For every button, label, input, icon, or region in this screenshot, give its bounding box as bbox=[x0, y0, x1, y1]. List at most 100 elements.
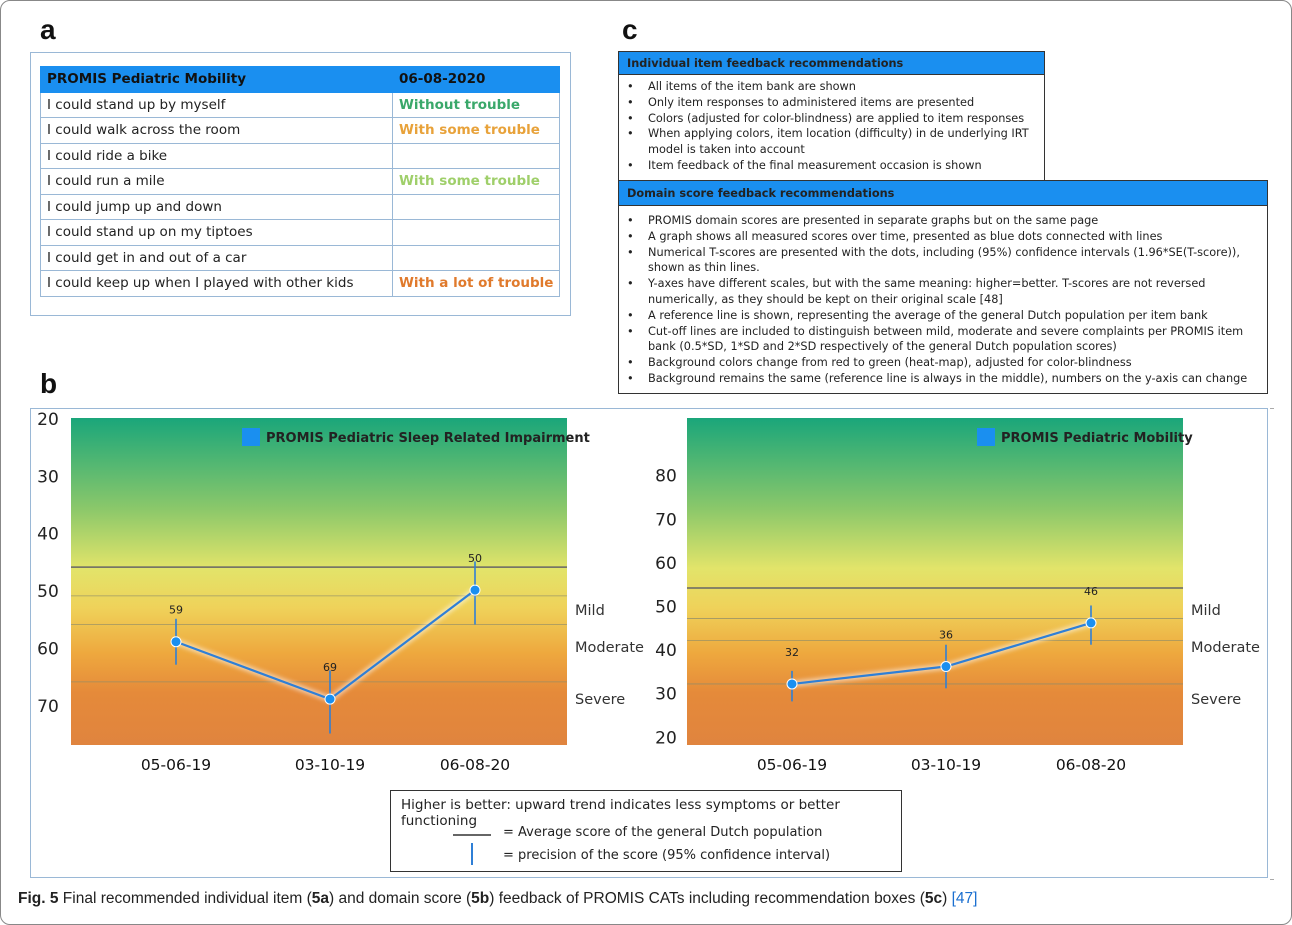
precision-line-label: = precision of the score (95% confidence… bbox=[503, 848, 831, 863]
chart-title: PROMIS Pediatric Sleep Related Impairmen… bbox=[266, 431, 590, 446]
item-text: I could ride a bike bbox=[40, 142, 393, 169]
legend-marker bbox=[242, 428, 260, 446]
list-item: PROMIS domain scores are presented in se… bbox=[627, 213, 1259, 229]
zone-label: Mild bbox=[575, 603, 605, 619]
table-row: I could stand up by myself Without troubl… bbox=[40, 91, 560, 118]
data-point bbox=[469, 584, 481, 596]
domain-recommendations-box: Domain score feedback recommendations PR… bbox=[618, 180, 1268, 394]
zone-label: Mild bbox=[1191, 603, 1221, 619]
y-tick-label: 40 bbox=[37, 525, 59, 545]
table-row: I could jump up and down bbox=[40, 193, 560, 220]
caption-bold: 5c bbox=[924, 890, 943, 907]
data-label: 36 bbox=[939, 629, 953, 642]
heatmap-background bbox=[71, 418, 567, 745]
y-tick-label: 20 bbox=[37, 410, 59, 430]
list-item: Numerical T-scores are presented with th… bbox=[627, 245, 1259, 277]
item-recommendations-title: Individual item feedback recommendations bbox=[619, 52, 1044, 75]
caption-text: ) bbox=[942, 890, 952, 907]
item-response bbox=[392, 244, 560, 271]
domain-score-panel bbox=[30, 408, 1268, 878]
list-item: Y-axes have different scales, but with t… bbox=[627, 276, 1259, 308]
y-tick-label: 70 bbox=[37, 697, 59, 717]
domain-recommendations-list: PROMIS domain scores are presented in se… bbox=[619, 213, 1267, 387]
y-tick-label: 30 bbox=[37, 467, 59, 487]
y-tick-label: 60 bbox=[37, 639, 59, 659]
list-item: When applying colors, item location (dif… bbox=[627, 126, 1036, 158]
table-row: I could keep up when I played with other… bbox=[40, 270, 560, 297]
legend-title: Higher is better: upward trend indicates… bbox=[401, 797, 840, 829]
legend-marker bbox=[977, 428, 995, 446]
figure-caption: Fig. 5 Final recommended individual item… bbox=[18, 890, 977, 908]
list-item: Background remains the same (reference l… bbox=[627, 371, 1259, 387]
table-date: 06-08-2020 bbox=[392, 66, 560, 93]
zone-label: Moderate bbox=[1191, 640, 1260, 656]
table-row: I could get in and out of a car bbox=[40, 244, 560, 271]
x-tick-label: 03-10-19 bbox=[911, 756, 981, 774]
list-item: A graph shows all measured scores over t… bbox=[627, 229, 1259, 245]
item-text: I could jump up and down bbox=[40, 193, 393, 220]
x-tick-label: 03-10-19 bbox=[295, 756, 365, 774]
data-point bbox=[1085, 617, 1097, 629]
list-item: A reference line is shown, representing … bbox=[627, 308, 1259, 324]
data-label: 59 bbox=[169, 604, 183, 617]
list-item: All items of the item bank are shown bbox=[627, 79, 1036, 95]
chart-title: PROMIS Pediatric Mobility bbox=[1001, 431, 1193, 446]
list-item: Background colors change from red to gre… bbox=[627, 355, 1259, 371]
caption-bold: 5b bbox=[471, 890, 490, 907]
chart-legend: Higher is better: upward trend indicates… bbox=[390, 790, 902, 872]
item-recommendations-list: All items of the item bank are shown Onl… bbox=[619, 79, 1044, 174]
domain-recommendations-title: Domain score feedback recommendations bbox=[619, 181, 1267, 206]
item-response bbox=[392, 142, 560, 169]
list-item: Only item responses to administered item… bbox=[627, 95, 1036, 111]
heatmap-background bbox=[687, 418, 1183, 745]
list-item: Cut-off lines are included to distinguis… bbox=[627, 324, 1259, 356]
panel-label-a: a bbox=[40, 14, 56, 45]
item-response: Without trouble bbox=[392, 91, 560, 118]
data-label: 69 bbox=[323, 661, 337, 674]
data-point bbox=[170, 636, 182, 648]
list-item: Colors (adjusted for color-blindness) ar… bbox=[627, 111, 1036, 127]
caption-text: ) and domain score ( bbox=[329, 890, 472, 907]
item-response: With a lot of trouble bbox=[392, 270, 560, 297]
item-response bbox=[392, 219, 560, 246]
y-tick-label: 20 bbox=[655, 728, 677, 748]
caption-fig: Fig. 5 bbox=[18, 890, 59, 907]
table-title: PROMIS Pediatric Mobility bbox=[40, 66, 393, 93]
data-point bbox=[786, 678, 798, 690]
item-response: With some trouble bbox=[392, 168, 560, 195]
y-tick-label: 70 bbox=[655, 510, 677, 530]
x-tick-label: 05-06-19 bbox=[757, 756, 827, 774]
zone-label: Severe bbox=[1191, 692, 1241, 708]
item-text: I could keep up when I played with other… bbox=[40, 270, 393, 297]
data-label: 50 bbox=[468, 552, 482, 565]
item-text: I could get in and out of a car bbox=[40, 244, 393, 271]
y-tick-label: 60 bbox=[655, 554, 677, 574]
y-tick-label: 40 bbox=[655, 641, 677, 661]
mobility-chart: 80 70 60 50 40 30 20 05-06-19 03-10-19 06-08-20 Mi… bbox=[655, 418, 1260, 774]
frame-tick bbox=[1270, 408, 1274, 409]
zone-label: Moderate bbox=[575, 640, 644, 656]
data-point bbox=[324, 693, 336, 705]
x-tick-label: 06-08-20 bbox=[440, 756, 510, 774]
caption-reference-link[interactable]: [47] bbox=[951, 890, 978, 907]
data-point bbox=[940, 661, 952, 673]
data-label: 46 bbox=[1084, 585, 1098, 598]
y-tick-label: 50 bbox=[655, 597, 677, 617]
item-text: I could stand up by myself bbox=[40, 91, 393, 118]
y-tick-label: 50 bbox=[37, 582, 59, 602]
caption-text: Final recommended individual item ( bbox=[58, 890, 312, 907]
item-recommendations-box: Individual item feedback recommendations… bbox=[618, 51, 1045, 181]
table-header-row: PROMIS Pediatric Mobility 06-08-2020 bbox=[40, 66, 560, 93]
item-feedback-panel: PROMIS Pediatric Mobility 06-08-2020 I c… bbox=[30, 52, 571, 316]
frame-tick bbox=[1270, 879, 1274, 880]
y-tick-label: 30 bbox=[655, 685, 677, 705]
table-row: I could ride a bike bbox=[40, 142, 560, 169]
panel-label-b: b bbox=[40, 368, 58, 399]
precision-line-swatch bbox=[471, 843, 473, 865]
zone-label: Severe bbox=[575, 692, 625, 708]
item-feedback-table: PROMIS Pediatric Mobility 06-08-2020 I c… bbox=[40, 66, 560, 297]
x-tick-label: 06-08-20 bbox=[1056, 756, 1126, 774]
x-tick-label: 05-06-19 bbox=[141, 756, 211, 774]
sleep-impairment-chart: 20 30 40 50 60 70 05-06-19 03-10-19 06-08-20 Mild… bbox=[37, 410, 644, 774]
